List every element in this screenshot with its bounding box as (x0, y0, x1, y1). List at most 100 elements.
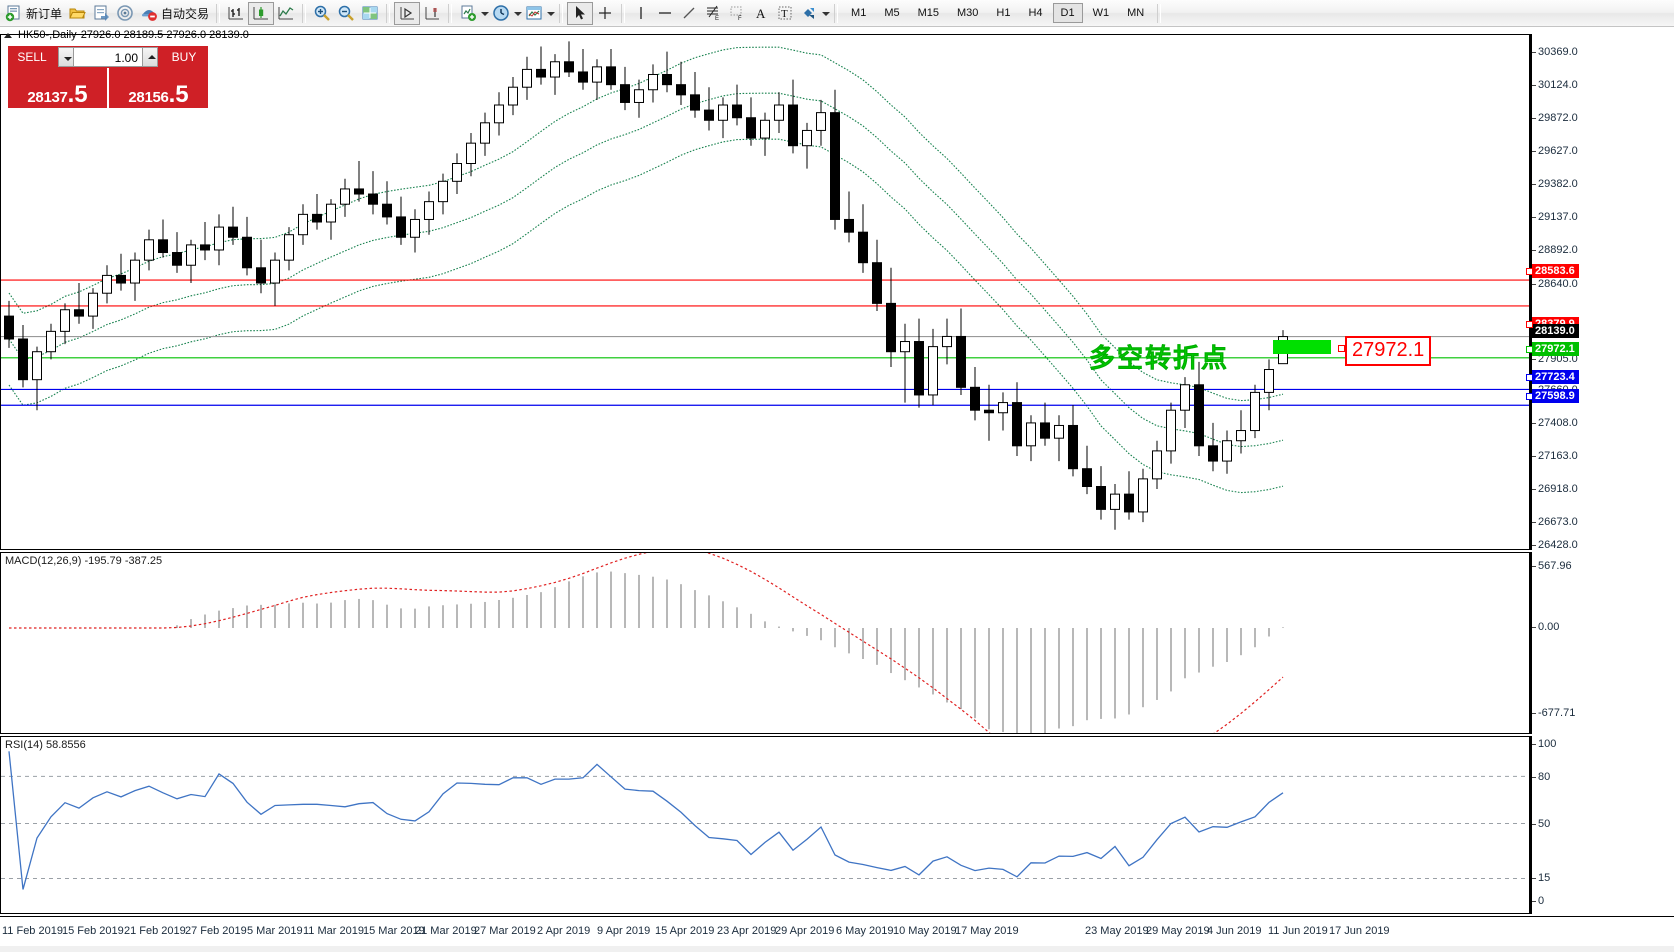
toolbar-separator (834, 3, 839, 23)
tile-windows-button[interactable] (358, 2, 382, 25)
axis-price-tag[interactable]: 28139.0 (1532, 324, 1579, 338)
shapes-icon (800, 4, 818, 22)
axis-tick-label: 27163.0 (1532, 450, 1578, 462)
hline-anchor-handle[interactable] (1526, 268, 1533, 275)
hline-anchor-handle[interactable] (1526, 321, 1533, 328)
trendline-button[interactable] (677, 2, 701, 25)
timeframe-m5[interactable]: M5 (884, 7, 900, 19)
trade-panel-top-row: SELL 1.00 BUY (8, 46, 208, 68)
axis-tick-label: 0 (1531, 895, 1545, 907)
price-axis-scale[interactable]: 30369.0 30124.0 29872.0 29627.0 29382.0 29137… (1530, 34, 1674, 551)
toolbar-separator (216, 3, 221, 23)
cursor-button[interactable] (567, 1, 594, 25)
auto-scroll-button[interactable] (420, 2, 444, 25)
date-axis-label: 17 May 2019 (955, 925, 1019, 937)
sell-button[interactable]: SELL (8, 46, 56, 68)
new-order-button[interactable]: 新订单 (2, 2, 65, 25)
price-callout-label[interactable]: 27972.1 (1345, 336, 1432, 366)
signals-button[interactable] (113, 2, 137, 25)
new-order-label: 新订单 (26, 6, 63, 21)
sell-price-display[interactable]: 28137 .5 (8, 68, 109, 108)
line-chart-button[interactable] (274, 2, 298, 25)
rsi-axis-scale[interactable]: 100 80 50 15 0 (1530, 736, 1674, 914)
volume-stepper[interactable]: 1.00 (56, 46, 160, 68)
volume-input[interactable]: 1.00 (74, 47, 142, 67)
timeframe-mn[interactable]: MN (1127, 7, 1145, 19)
axis-tick-label: 29137.0 (1532, 211, 1578, 223)
folder-button[interactable] (65, 2, 89, 25)
rsi-pane[interactable]: RSI(14) 58.8556 (0, 736, 1530, 914)
toolbar-separator (559, 3, 564, 23)
fibonacci-button[interactable]: E (701, 2, 725, 25)
trade-panel-price-row: 28137 .5 28156 .5 (8, 68, 208, 108)
candlestick-chart-button[interactable] (248, 1, 275, 25)
axis-tick-label: 26918.0 (1532, 483, 1578, 495)
toolbar-separator (302, 3, 307, 23)
price-chart-pane[interactable] (0, 34, 1533, 550)
timeframe-h1[interactable]: H1 (996, 7, 1011, 19)
period-button[interactable] (489, 2, 513, 25)
templates-dropdown-arrow[interactable] (546, 4, 556, 22)
crosshair-button[interactable] (593, 2, 617, 25)
period-dropdown-arrow[interactable] (513, 4, 523, 22)
indicators-button[interactable] (456, 2, 480, 25)
shapes-button[interactable] (797, 2, 821, 25)
date-axis-label: 21 Feb 2019 (124, 925, 186, 937)
date-axis-label: 21 Mar 2019 (415, 925, 477, 937)
axis-tick-label: 567.96 (1532, 560, 1572, 572)
axis-price-tag[interactable]: 27598.9 (1532, 389, 1579, 403)
shapes-dropdown-arrow[interactable] (821, 4, 831, 22)
date-axis-label: 15 Feb 2019 (62, 925, 124, 937)
label-button[interactable]: T (773, 2, 797, 25)
data-window-button[interactable] (89, 2, 113, 25)
macd-canvas (9, 553, 1284, 733)
chart-annotation-text[interactable]: 多空转折点 (1089, 343, 1230, 374)
axis-tick-label: 29382.0 (1532, 178, 1578, 190)
autotrade-button[interactable]: 自动交易 (137, 2, 212, 25)
date-axis-label: 11 Feb 2019 (2, 925, 63, 937)
date-axis-label: 2 Apr 2019 (537, 925, 591, 937)
macd-axis-scale[interactable]: 567.96 0.00 -677.71 (1530, 552, 1674, 734)
hline-anchor-handle[interactable] (1526, 374, 1533, 381)
shift-end-button[interactable] (394, 1, 421, 25)
svg-text:E: E (715, 16, 719, 22)
svg-text:A: A (756, 6, 766, 21)
buy-button[interactable]: BUY (160, 46, 208, 68)
text-button[interactable]: A (749, 2, 773, 25)
timeframe-w1[interactable]: W1 (1092, 7, 1110, 19)
buy-price-display[interactable]: 28156 .5 (109, 68, 208, 108)
bar-chart-button[interactable] (224, 2, 248, 25)
templates-button[interactable] (522, 2, 546, 25)
axis-price-tag[interactable]: 27723.4 (1532, 370, 1579, 384)
indicators-dropdown-arrow[interactable] (480, 4, 490, 22)
timeframe-d1[interactable]: D1 (1052, 3, 1083, 23)
zoom-in-button[interactable] (310, 2, 334, 25)
one-click-trading-panel[interactable]: SELL 1.00 BUY 28137 .5 28156 .5 (8, 46, 208, 108)
line-chart-icon (277, 4, 295, 22)
volume-decrease-button[interactable] (58, 47, 74, 67)
macd-pane[interactable]: MACD(12,26,9) -195.79 -387.25 (0, 552, 1530, 734)
timeframe-m30[interactable]: M30 (957, 7, 979, 19)
equidistant-channel-button[interactable]: F (725, 2, 749, 25)
vertical-line-button[interactable] (629, 2, 653, 25)
date-axis-label: 4 Jun 2019 (1207, 925, 1262, 937)
axis-price-tag[interactable]: 28583.6 (1532, 264, 1579, 278)
date-axis-label: 27 Feb 2019 (185, 925, 247, 937)
hline-anchor-handle[interactable] (1526, 393, 1533, 400)
timeframe-h4[interactable]: H4 (1028, 7, 1043, 19)
axis-tick-label: 50 (1531, 818, 1551, 830)
horizontal-line-button[interactable] (653, 2, 677, 25)
collapse-triangle-icon[interactable] (4, 32, 12, 38)
volume-increase-button[interactable] (142, 47, 158, 67)
candlestick-icon (252, 4, 270, 22)
date-axis-label: 15 Mar 2019 (363, 925, 425, 937)
hline-anchor-handle[interactable] (1526, 346, 1533, 353)
timeframe-m1[interactable]: M1 (851, 7, 867, 19)
timeframe-m15[interactable]: M15 (917, 7, 939, 19)
chart-ohlc-label: 27926.0 28189.5 27926.0 28139.0 (80, 29, 249, 41)
toolbar-separator (1157, 3, 1162, 23)
axis-price-tag[interactable]: 27972.1 (1532, 342, 1579, 356)
price-callout-anchor[interactable] (1338, 345, 1345, 352)
axis-tick-label: 26673.0 (1532, 516, 1578, 528)
zoom-out-button[interactable] (334, 2, 358, 25)
